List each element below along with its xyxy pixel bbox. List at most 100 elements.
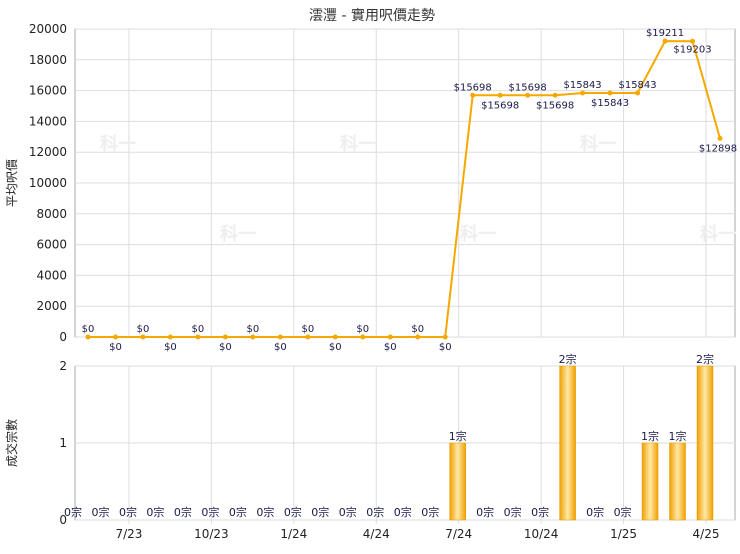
- x-tick-label: 1/24: [280, 527, 307, 541]
- price-y-tick-label: 2000: [36, 299, 67, 313]
- price-point: [442, 334, 448, 340]
- price-point: [140, 334, 146, 340]
- price-data-label: $15843: [591, 98, 629, 109]
- price-point: [250, 334, 256, 340]
- x-tick-label: 4/24: [363, 527, 390, 541]
- count-data-label: 1宗: [669, 429, 687, 443]
- price-point: [580, 90, 586, 96]
- count-bar: [696, 365, 714, 521]
- count-data-label: 0宗: [201, 505, 219, 519]
- price-point: [85, 334, 91, 340]
- count-data-label: 0宗: [174, 505, 192, 519]
- count-data-label: 0宗: [146, 505, 164, 519]
- price-point: [360, 334, 366, 340]
- price-data-label: $0: [301, 324, 314, 335]
- price-data-label: $12898: [699, 143, 737, 154]
- price-point: [305, 334, 311, 340]
- price-data-label: $0: [329, 342, 342, 353]
- price-series-line: [88, 40, 721, 338]
- count-data-label: 2宗: [696, 352, 714, 366]
- price-point: [552, 92, 558, 98]
- x-tick-label: 1/25: [610, 527, 637, 541]
- count-data-label: 0宗: [339, 505, 357, 519]
- count-y-axis-label: 成交宗數: [4, 419, 19, 467]
- chart-title: 澐灃 - 實用呎價走勢: [309, 7, 435, 24]
- count-bar: [641, 442, 659, 521]
- price-point: [222, 334, 228, 340]
- price-data-label: $0: [164, 342, 177, 353]
- price-point: [167, 334, 173, 340]
- watermark-text: 科一: [700, 223, 736, 245]
- price-data-label: $15698: [536, 100, 574, 111]
- price-data-label: $0: [219, 342, 232, 353]
- price-point: [497, 92, 503, 98]
- price-data-label: $19203: [673, 44, 711, 55]
- price-y-axis-label: 平均呎價: [5, 159, 19, 207]
- price-data-label: $15698: [454, 82, 492, 93]
- price-y-tick-label: 16000: [29, 84, 67, 98]
- count-data-label: 0宗: [64, 505, 82, 519]
- price-panel: 0 2000 4000 6000 8000 10000 12000 14000 16000 180…: [5, 22, 737, 353]
- count-data-label: 0宗: [421, 505, 439, 519]
- price-data-label: $0: [109, 342, 122, 353]
- price-point: [690, 38, 696, 44]
- price-y-tick-label: 12000: [29, 145, 67, 159]
- price-data-label: $15698: [481, 100, 519, 111]
- price-data-label: $15843: [618, 80, 656, 91]
- price-point: [277, 334, 283, 340]
- count-data-label: 0宗: [586, 505, 604, 519]
- price-point: [387, 334, 393, 340]
- price-data-label: $0: [247, 324, 260, 335]
- price-point: [195, 334, 201, 340]
- price-data-label: $0: [356, 324, 369, 335]
- x-tick-label: 10/23: [194, 527, 229, 541]
- count-data-label: 0宗: [504, 505, 522, 519]
- price-data-label: $0: [192, 324, 205, 335]
- price-point: [525, 92, 531, 98]
- count-y-tick-label: 1: [59, 436, 67, 450]
- x-tick-label: 7/24: [445, 527, 472, 541]
- price-data-label: $15843: [564, 80, 602, 91]
- watermark-text: 科一: [340, 133, 376, 155]
- count-data-label: 0宗: [311, 505, 329, 519]
- price-point: [415, 334, 421, 340]
- count-y-tick-label: 2: [59, 359, 67, 373]
- price-data-label: $0: [274, 342, 287, 353]
- count-data-label: 0宗: [366, 505, 384, 519]
- count-bar: [669, 442, 686, 521]
- price-data-label: $0: [439, 342, 452, 353]
- price-data-label: $0: [82, 324, 95, 335]
- count-data-label: 0宗: [614, 505, 632, 519]
- price-point: [112, 334, 118, 340]
- count-data-label: 0宗: [394, 505, 412, 519]
- price-data-label: $0: [411, 324, 424, 335]
- count-y-tick-label: 0: [59, 513, 67, 527]
- x-tick-label: 7/23: [115, 527, 142, 541]
- price-y-tick-label: 6000: [36, 238, 67, 252]
- price-point: [470, 92, 476, 98]
- price-point: [635, 90, 641, 96]
- count-data-label: 0宗: [229, 505, 247, 519]
- count-data-label: 0宗: [256, 505, 274, 519]
- count-data-label: 1宗: [449, 429, 467, 443]
- price-y-tick-label: 8000: [36, 207, 67, 221]
- watermark-text: 科一: [460, 223, 496, 245]
- watermark-text: 科一: [100, 133, 136, 155]
- price-data-label: $0: [137, 324, 150, 335]
- price-point: [332, 334, 338, 340]
- price-point: [717, 135, 723, 141]
- price-y-tick-label: 10000: [29, 176, 67, 190]
- price-y-tick-label: 4000: [36, 268, 67, 282]
- x-tick-label: 10/24: [524, 527, 559, 541]
- count-data-label: 0宗: [119, 505, 137, 519]
- count-panel: 0 1 2 7/23 10/23 1/24 4/24 7/24 10/24 1/25 4/25 成交宗…: [4, 352, 736, 541]
- count-data-label: 0宗: [476, 505, 494, 519]
- price-y-tick-label: 20000: [29, 22, 67, 36]
- x-tick-label: 4/25: [693, 527, 720, 541]
- price-point: [607, 90, 613, 96]
- price-y-tick-label: 0: [59, 330, 67, 344]
- count-data-label: 0宗: [531, 505, 549, 519]
- count-data-label: 0宗: [91, 505, 109, 519]
- count-data-label: 2宗: [559, 352, 577, 366]
